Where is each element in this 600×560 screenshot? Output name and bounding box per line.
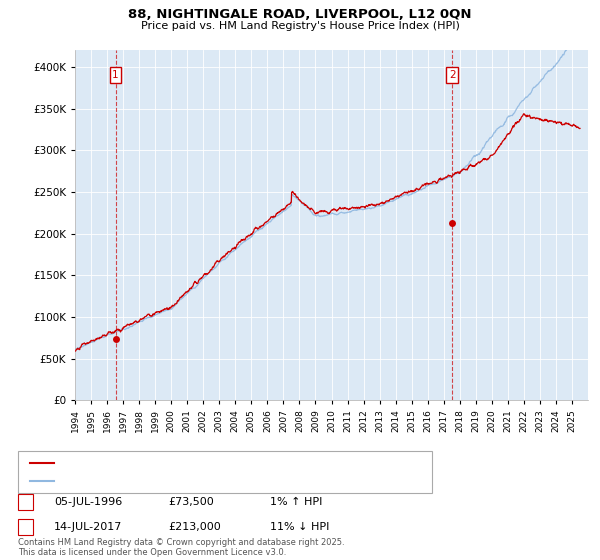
Text: 1% ↑ HPI: 1% ↑ HPI [270, 497, 322, 507]
Text: 1: 1 [112, 70, 119, 80]
Text: 1: 1 [22, 497, 29, 507]
Text: 88, NIGHTINGALE ROAD, LIVERPOOL, L12 0QN (detached house): 88, NIGHTINGALE ROAD, LIVERPOOL, L12 0QN… [60, 458, 376, 468]
Text: 14-JUL-2017: 14-JUL-2017 [54, 522, 122, 532]
Text: 05-JUL-1996: 05-JUL-1996 [54, 497, 122, 507]
Text: Price paid vs. HM Land Registry's House Price Index (HPI): Price paid vs. HM Land Registry's House … [140, 21, 460, 31]
Text: £213,000: £213,000 [168, 522, 221, 532]
Text: HPI: Average price, detached house, Liverpool: HPI: Average price, detached house, Live… [60, 476, 286, 486]
Text: 88, NIGHTINGALE ROAD, LIVERPOOL, L12 0QN: 88, NIGHTINGALE ROAD, LIVERPOOL, L12 0QN [128, 8, 472, 21]
Text: 2: 2 [449, 70, 455, 80]
Text: 2: 2 [22, 522, 29, 532]
Text: £73,500: £73,500 [168, 497, 214, 507]
Text: 11% ↓ HPI: 11% ↓ HPI [270, 522, 329, 532]
Text: Contains HM Land Registry data © Crown copyright and database right 2025.
This d: Contains HM Land Registry data © Crown c… [18, 538, 344, 557]
